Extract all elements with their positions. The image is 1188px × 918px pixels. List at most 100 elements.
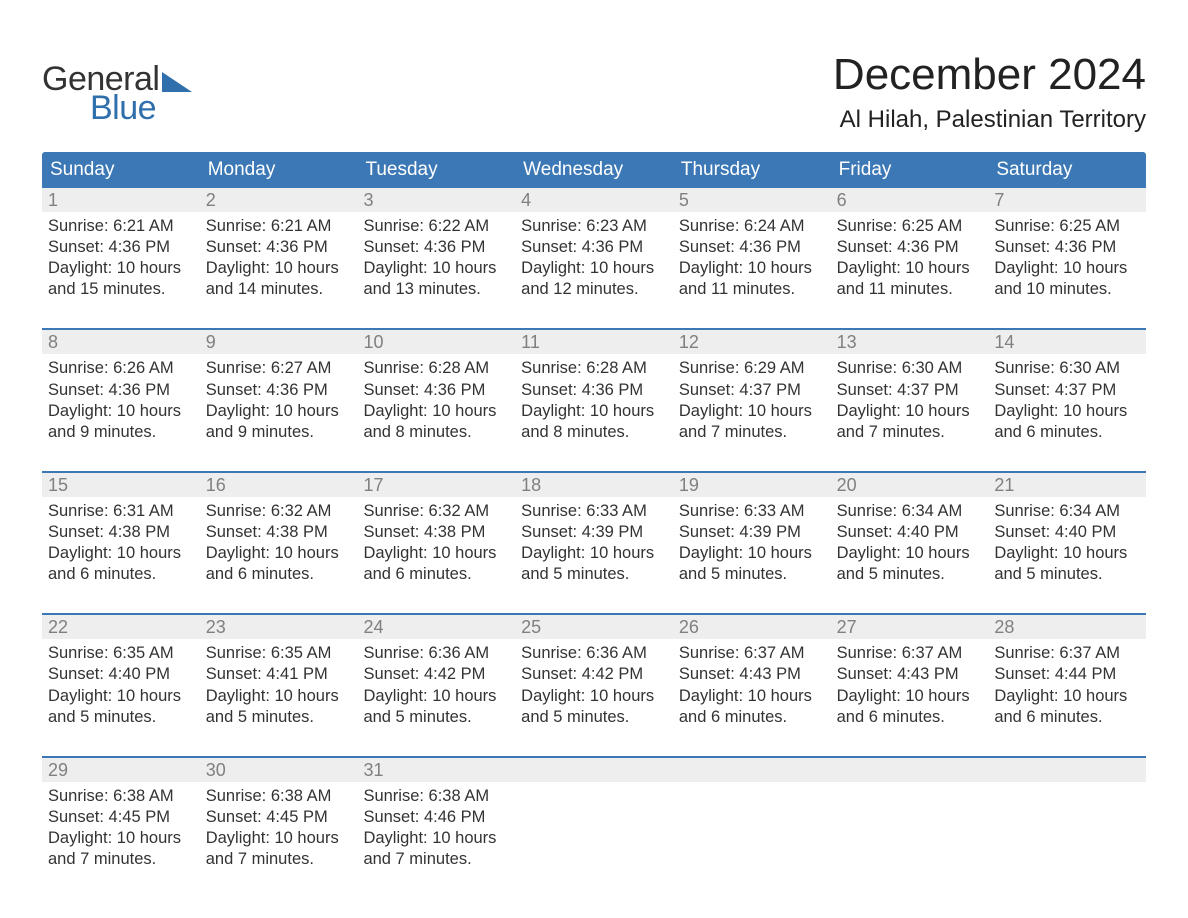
logo-text-blue: Blue xyxy=(90,89,156,128)
sunset-line: Sunset: 4:42 PM xyxy=(521,664,667,685)
day-cell: Sunrise: 6:22 AMSunset: 4:36 PMDaylight:… xyxy=(357,212,515,300)
month-title: December 2024 xyxy=(833,50,1146,100)
day-number: 16 xyxy=(200,473,358,497)
daylight-line-2: and 6 minutes. xyxy=(679,707,825,728)
daylight-line-1: Daylight: 10 hours xyxy=(206,543,352,564)
sunset-line: Sunset: 4:44 PM xyxy=(994,664,1140,685)
weeks-container: 1234567Sunrise: 6:21 AMSunset: 4:36 PMDa… xyxy=(42,188,1146,870)
sunrise-line: Sunrise: 6:38 AM xyxy=(48,786,194,807)
day-number: 28 xyxy=(988,615,1146,639)
sunrise-line: Sunrise: 6:24 AM xyxy=(679,216,825,237)
day-cell xyxy=(515,782,673,870)
sunset-line: Sunset: 4:40 PM xyxy=(48,664,194,685)
day-cell: Sunrise: 6:37 AMSunset: 4:43 PMDaylight:… xyxy=(831,639,989,727)
logo: General Blue xyxy=(42,50,192,128)
daylight-line-2: and 6 minutes. xyxy=(994,707,1140,728)
daylight-line-2: and 13 minutes. xyxy=(363,279,509,300)
dayhead-sun: Sunday xyxy=(42,152,200,188)
daylight-line-2: and 6 minutes. xyxy=(363,564,509,585)
day-header-row: Sunday Monday Tuesday Wednesday Thursday… xyxy=(42,152,1146,188)
day-cell: Sunrise: 6:21 AMSunset: 4:36 PMDaylight:… xyxy=(200,212,358,300)
day-cell: Sunrise: 6:36 AMSunset: 4:42 PMDaylight:… xyxy=(515,639,673,727)
daylight-line-1: Daylight: 10 hours xyxy=(206,258,352,279)
sunset-line: Sunset: 4:36 PM xyxy=(994,237,1140,258)
day-cell: Sunrise: 6:25 AMSunset: 4:36 PMDaylight:… xyxy=(831,212,989,300)
week-row: 293031 Sunrise: 6:38 AMSunset: 4:45 PMDa… xyxy=(42,756,1146,870)
sunrise-line: Sunrise: 6:29 AM xyxy=(679,358,825,379)
daylight-line-2: and 5 minutes. xyxy=(521,707,667,728)
daylight-line-2: and 5 minutes. xyxy=(837,564,983,585)
day-cell: Sunrise: 6:36 AMSunset: 4:42 PMDaylight:… xyxy=(357,639,515,727)
day-number xyxy=(831,758,989,782)
dayhead-thu: Thursday xyxy=(673,152,831,188)
day-number: 31 xyxy=(357,758,515,782)
day-cell: Sunrise: 6:34 AMSunset: 4:40 PMDaylight:… xyxy=(831,497,989,585)
sunrise-line: Sunrise: 6:26 AM xyxy=(48,358,194,379)
day-cell: Sunrise: 6:28 AMSunset: 4:36 PMDaylight:… xyxy=(357,354,515,442)
sunset-line: Sunset: 4:37 PM xyxy=(837,380,983,401)
day-cell: Sunrise: 6:38 AMSunset: 4:46 PMDaylight:… xyxy=(357,782,515,870)
title-block: December 2024 Al Hilah, Palestinian Terr… xyxy=(833,50,1146,134)
daynum-row: 22232425262728 xyxy=(42,613,1146,639)
sunset-line: Sunset: 4:43 PM xyxy=(679,664,825,685)
day-number xyxy=(673,758,831,782)
day-number: 24 xyxy=(357,615,515,639)
daylight-line-1: Daylight: 10 hours xyxy=(994,258,1140,279)
sunrise-line: Sunrise: 6:30 AM xyxy=(994,358,1140,379)
daylight-line-1: Daylight: 10 hours xyxy=(48,828,194,849)
day-cell: Sunrise: 6:24 AMSunset: 4:36 PMDaylight:… xyxy=(673,212,831,300)
daylight-line-2: and 7 minutes. xyxy=(837,422,983,443)
daylight-line-2: and 5 minutes. xyxy=(994,564,1140,585)
day-number: 10 xyxy=(357,330,515,354)
daylight-line-2: and 11 minutes. xyxy=(837,279,983,300)
sunrise-line: Sunrise: 6:32 AM xyxy=(363,501,509,522)
daylight-line-1: Daylight: 10 hours xyxy=(363,828,509,849)
sunrise-line: Sunrise: 6:35 AM xyxy=(48,643,194,664)
daylight-line-2: and 9 minutes. xyxy=(206,422,352,443)
sunset-line: Sunset: 4:45 PM xyxy=(48,807,194,828)
sunrise-line: Sunrise: 6:31 AM xyxy=(48,501,194,522)
sunset-line: Sunset: 4:36 PM xyxy=(48,237,194,258)
daylight-line-2: and 7 minutes. xyxy=(48,849,194,870)
day-cell: Sunrise: 6:32 AMSunset: 4:38 PMDaylight:… xyxy=(357,497,515,585)
day-cell: Sunrise: 6:33 AMSunset: 4:39 PMDaylight:… xyxy=(515,497,673,585)
sunset-line: Sunset: 4:40 PM xyxy=(994,522,1140,543)
day-number: 6 xyxy=(831,188,989,212)
sunrise-line: Sunrise: 6:32 AM xyxy=(206,501,352,522)
daylight-line-1: Daylight: 10 hours xyxy=(521,258,667,279)
daylight-line-2: and 9 minutes. xyxy=(48,422,194,443)
sunset-line: Sunset: 4:38 PM xyxy=(206,522,352,543)
daylight-line-1: Daylight: 10 hours xyxy=(994,401,1140,422)
sunset-line: Sunset: 4:37 PM xyxy=(994,380,1140,401)
day-cell: Sunrise: 6:38 AMSunset: 4:45 PMDaylight:… xyxy=(200,782,358,870)
day-number: 27 xyxy=(831,615,989,639)
sunset-line: Sunset: 4:36 PM xyxy=(521,237,667,258)
day-number: 2 xyxy=(200,188,358,212)
dayhead-tue: Tuesday xyxy=(357,152,515,188)
week-row: 15161718192021Sunrise: 6:31 AMSunset: 4:… xyxy=(42,471,1146,585)
dayhead-sat: Saturday xyxy=(988,152,1146,188)
sunset-line: Sunset: 4:46 PM xyxy=(363,807,509,828)
daylight-line-2: and 8 minutes. xyxy=(363,422,509,443)
day-number: 7 xyxy=(988,188,1146,212)
day-cell: Sunrise: 6:31 AMSunset: 4:38 PMDaylight:… xyxy=(42,497,200,585)
day-cell: Sunrise: 6:26 AMSunset: 4:36 PMDaylight:… xyxy=(42,354,200,442)
sunset-line: Sunset: 4:38 PM xyxy=(363,522,509,543)
day-number: 21 xyxy=(988,473,1146,497)
daylight-line-2: and 5 minutes. xyxy=(206,707,352,728)
daylight-line-2: and 6 minutes. xyxy=(994,422,1140,443)
daynum-row: 891011121314 xyxy=(42,328,1146,354)
content-row: Sunrise: 6:31 AMSunset: 4:38 PMDaylight:… xyxy=(42,497,1146,585)
sunrise-line: Sunrise: 6:38 AM xyxy=(363,786,509,807)
content-row: Sunrise: 6:38 AMSunset: 4:45 PMDaylight:… xyxy=(42,782,1146,870)
daylight-line-2: and 14 minutes. xyxy=(206,279,352,300)
sunset-line: Sunset: 4:45 PM xyxy=(206,807,352,828)
daylight-line-1: Daylight: 10 hours xyxy=(837,258,983,279)
content-row: Sunrise: 6:26 AMSunset: 4:36 PMDaylight:… xyxy=(42,354,1146,442)
day-cell: Sunrise: 6:29 AMSunset: 4:37 PMDaylight:… xyxy=(673,354,831,442)
daylight-line-1: Daylight: 10 hours xyxy=(837,401,983,422)
day-number: 3 xyxy=(357,188,515,212)
dayhead-mon: Monday xyxy=(200,152,358,188)
daylight-line-1: Daylight: 10 hours xyxy=(363,686,509,707)
sunrise-line: Sunrise: 6:34 AM xyxy=(994,501,1140,522)
